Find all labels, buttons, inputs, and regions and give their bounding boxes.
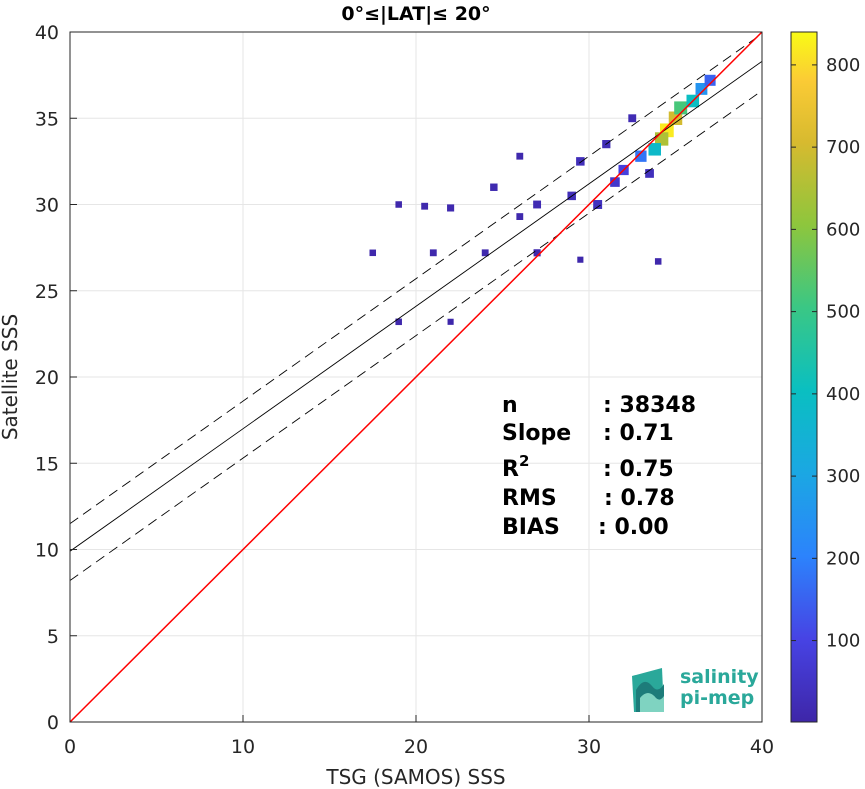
density-point: [447, 318, 454, 325]
density-point: [533, 249, 541, 257]
y-axis-label: Satellite SSS: [0, 314, 22, 440]
density-point: [577, 256, 584, 263]
stat-slope-value: : 0.71: [603, 421, 674, 446]
stat-r2-sup: 2: [519, 452, 529, 470]
density-point: [645, 169, 654, 178]
stat-n-label: n: [502, 393, 518, 418]
y-tick-label: 0: [47, 712, 59, 734]
reference-lines: [70, 32, 762, 722]
y-tick-label: 15: [35, 453, 59, 475]
colorbar-tick-label: 700: [826, 137, 860, 158]
y-tick-label: 10: [35, 540, 59, 562]
density-point: [395, 201, 402, 208]
density-point: [648, 143, 661, 156]
logo-wave-icon: [632, 668, 664, 712]
density-point: [447, 204, 455, 212]
density-point: [654, 258, 662, 265]
lower-bound-line: [70, 90, 762, 581]
density-point: [628, 114, 637, 123]
logo-line2: pi-mep: [680, 687, 754, 709]
density-point: [674, 101, 688, 115]
one-to-one-line: [70, 32, 762, 722]
y-tick-label: 25: [35, 281, 59, 303]
density-point: [704, 74, 716, 86]
colorbar: 100 200 300 400 500 600 700 800: [790, 31, 860, 723]
density-point: [516, 152, 524, 160]
stat-rms-label: RMS: [502, 486, 557, 511]
density-point: [429, 249, 437, 257]
y-tick-label: 40: [35, 22, 59, 44]
density-point: [576, 157, 585, 166]
logo-line1: salinity: [680, 666, 759, 688]
upper-bound-line: [70, 33, 762, 524]
x-tick-label: 0: [64, 736, 76, 758]
stat-r2-label: R2: [502, 452, 529, 482]
stat-r2-base: R: [502, 457, 519, 482]
y-tick-label: 35: [35, 108, 59, 130]
colorbar-gradient: [790, 31, 818, 723]
stat-r2-value: : 0.75: [603, 457, 674, 482]
stats-box: n : 38348 Slope : 0.71 R2 : 0.75 RMS : 0…: [502, 393, 696, 540]
colorbar-tick-label: 500: [826, 302, 860, 323]
density-point: [610, 177, 620, 187]
stat-n-value: : 38348: [603, 393, 696, 418]
colorbar-tick-label: 400: [826, 384, 860, 405]
colorbar-tick-label: 200: [826, 548, 860, 569]
colorbar-tick-label: 800: [826, 55, 860, 76]
salinity-pimep-logo: salinity pi-mep: [632, 666, 759, 712]
colorbar-tick-label: 100: [826, 631, 860, 652]
y-tick-label: 20: [35, 367, 59, 389]
x-tick-label: 30: [577, 736, 601, 758]
density-point: [369, 249, 377, 257]
colorbar-tick-label: 600: [826, 219, 860, 240]
y-tick-label: 30: [35, 195, 59, 217]
density-point: [635, 150, 647, 162]
chart-title: 0°≤|LAT|≤ 20°: [341, 3, 490, 25]
stat-bias-label: BIAS: [502, 515, 560, 540]
x-tick-label: 10: [231, 736, 255, 758]
regression-fit-line: [70, 60, 762, 552]
x-tick-label: 20: [404, 736, 428, 758]
colorbar-ticks: 100 200 300 400 500 600 700 800: [791, 55, 860, 652]
density-point: [593, 200, 603, 209]
y-tick-label: 5: [47, 626, 59, 648]
x-axis-label: TSG (SAMOS) SSS: [325, 765, 505, 789]
density-point: [490, 183, 498, 191]
x-axis-ticks: 0 10 20 30 40: [64, 715, 774, 758]
density-point: [695, 83, 708, 95]
density-point: [533, 200, 542, 209]
y-axis-ticks: 0 5 10 15 20 25 30 35 40: [35, 22, 77, 734]
density-point: [481, 249, 489, 257]
density-point: [395, 318, 402, 326]
x-tick-label: 40: [750, 736, 774, 758]
stat-rms-value: : 0.78: [604, 486, 675, 511]
colorbar-tick-label: 300: [826, 466, 860, 487]
stat-bias-value: : 0.00: [598, 515, 669, 540]
density-point: [421, 202, 429, 210]
stat-slope-label: Slope: [502, 421, 571, 446]
density-point: [516, 213, 524, 220]
